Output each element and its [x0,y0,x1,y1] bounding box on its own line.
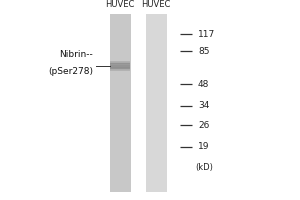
Text: 117: 117 [198,30,215,39]
Bar [110,62,130,63]
Text: 48: 48 [198,80,209,89]
Text: HUVEC: HUVEC [105,0,135,9]
Bar [110,67,130,69]
Bar [110,66,130,67]
Text: 19: 19 [198,142,209,151]
Bar [110,14,130,192]
Bar [146,14,167,192]
Bar [110,67,130,68]
Bar [110,63,130,64]
Text: 85: 85 [198,47,209,56]
Text: Nibrin--: Nibrin-- [59,50,93,59]
Text: (pSer278): (pSer278) [48,67,93,76]
Bar [110,64,130,65]
Bar [110,68,130,69]
Bar [110,63,130,64]
Bar [110,69,130,70]
Text: HUVEC: HUVEC [141,0,171,9]
Text: 34: 34 [198,101,209,110]
Bar [110,61,130,62]
Text: (kD): (kD) [195,163,213,172]
Bar [110,65,130,66]
Text: 26: 26 [198,121,209,130]
Bar [110,70,130,71]
